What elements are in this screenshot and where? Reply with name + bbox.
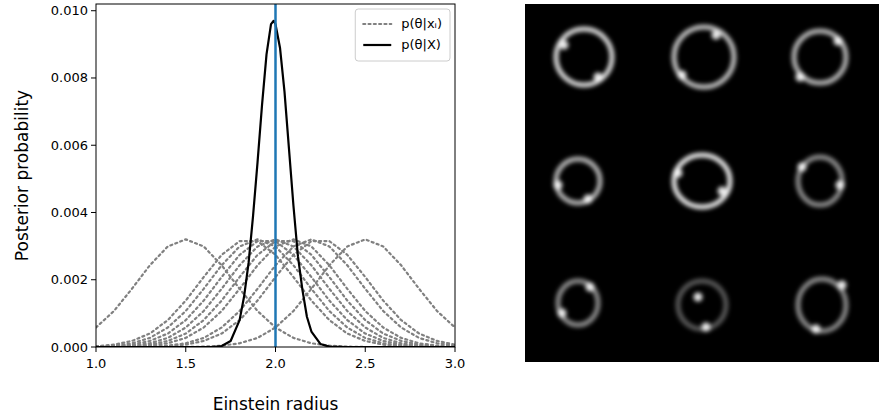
x-tick-label: 1.0 [86, 356, 107, 371]
y-tick-label: 0.008 [51, 70, 88, 85]
ring-bright-spot [554, 181, 563, 190]
ring-bright-spot [718, 187, 727, 196]
plot-data [96, 4, 455, 347]
legend-swatch [363, 44, 391, 46]
lens-ring [674, 155, 731, 207]
lens-ring [678, 281, 726, 332]
lens-ring [798, 279, 847, 334]
y-axis-title: Posterior probability [12, 90, 32, 261]
ring-bright-spot [796, 73, 805, 82]
y-tick-label: 0.000 [51, 340, 88, 355]
x-tick-label: 2.5 [355, 356, 376, 371]
ring-bright-spot [712, 31, 721, 40]
x-tick-label: 3.0 [445, 356, 466, 371]
figure: 1.0 1.5 2.0 2.5 3.0 0.000 0.002 0.004 0.006 0.008… [0, 0, 882, 419]
x-tick [96, 347, 97, 352]
ring-arc [678, 281, 726, 329]
x-axis-title: Einstein radius [213, 394, 339, 414]
ring-bright-spot [678, 71, 687, 80]
ring-arc [556, 29, 612, 85]
lens-ring [798, 157, 845, 205]
ring-bright-spot [584, 195, 593, 204]
x-tick [275, 347, 276, 352]
lens-image-panel [525, 4, 879, 362]
plot-frame [96, 4, 455, 347]
ring-bright-spot [702, 323, 711, 332]
y-tick [91, 77, 96, 78]
y-tick-label: 0.010 [51, 3, 88, 18]
ring-bright-spot [836, 181, 845, 190]
ring-bright-spot [694, 293, 703, 302]
ring-arc [556, 159, 600, 203]
x-tick [455, 347, 456, 352]
ring-bright-spot [674, 169, 683, 178]
legend-label: p(θ|X) [401, 37, 441, 52]
ring-arc [794, 31, 846, 83]
legend-label: p(θ|xᵢ) [401, 16, 442, 31]
lens-ring [794, 31, 846, 83]
ring-arc [798, 279, 846, 331]
ring-arc [674, 155, 730, 207]
lens-ring [556, 29, 612, 85]
ring-bright-spot [560, 41, 569, 50]
true-value-line [274, 4, 277, 347]
y-tick-label: 0.006 [51, 138, 88, 153]
y-tick [91, 145, 96, 146]
ring-arc [674, 27, 734, 87]
lens-ring [554, 159, 601, 204]
ring-bright-spot [586, 283, 595, 292]
ring-bright-spot [838, 281, 847, 290]
x-tick-label: 2.0 [265, 356, 286, 371]
y-tick-label: 0.004 [51, 205, 88, 220]
y-tick [91, 347, 96, 348]
ring-arc [558, 281, 598, 325]
y-tick [91, 279, 96, 280]
x-tick [365, 347, 366, 352]
y-tick-label: 0.002 [51, 272, 88, 287]
legend: p(θ|xᵢ) p(θ|X) [355, 9, 450, 61]
ring-arc [798, 157, 842, 205]
ring-bright-spot [812, 325, 821, 334]
ring-bright-spot [558, 309, 567, 318]
legend-swatch [363, 23, 391, 25]
x-tick-label: 1.5 [175, 356, 196, 371]
x-tick [185, 347, 186, 352]
ring-bright-spot [834, 37, 843, 46]
lens-ring [674, 27, 734, 87]
ring-bright-spot [594, 73, 603, 82]
ring-bright-spot [798, 163, 807, 172]
lens-ring [558, 281, 599, 325]
y-tick [91, 212, 96, 213]
legend-box [355, 9, 450, 61]
y-tick [91, 10, 96, 11]
